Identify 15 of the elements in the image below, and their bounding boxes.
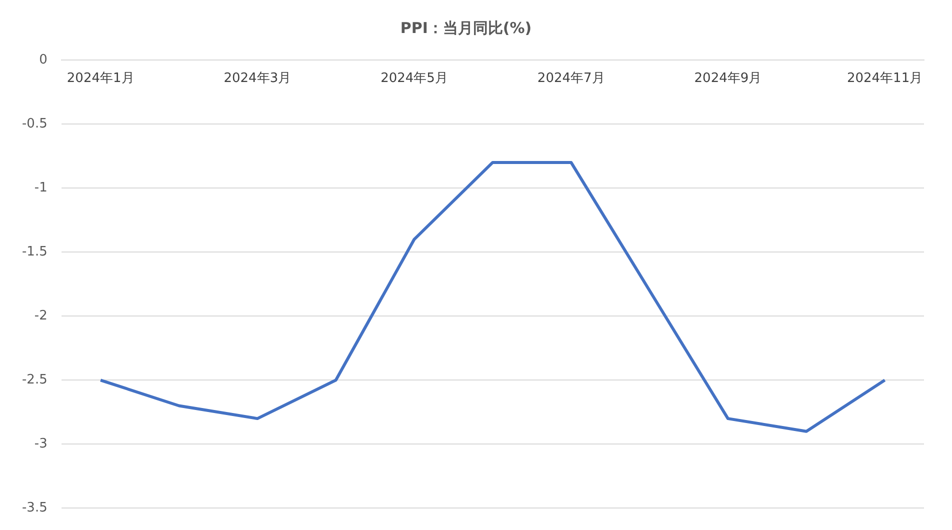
y-tick-label: -1	[34, 180, 48, 196]
y-tick-label: -2	[34, 308, 48, 324]
chart-title: PPI：当月同比(%)	[400, 18, 532, 37]
x-tick-label: 2024年3月	[224, 71, 292, 86]
x-tick-label: 2024年9月	[694, 71, 762, 86]
x-tick-label: 2024年5月	[380, 71, 448, 86]
y-tick-label: -2.5	[22, 372, 48, 388]
y-tick-label: -1.5	[22, 244, 48, 260]
y-tick-label: -3	[34, 436, 48, 452]
x-tick-label: 2024年1月	[66, 71, 134, 86]
x-tick-label: 2024年11月	[846, 71, 923, 86]
y-tick-label: 0	[39, 52, 48, 68]
y-tick-label: -0.5	[22, 116, 48, 132]
x-tick-label: 2024年7月	[537, 71, 605, 86]
y-tick-label: -3.5	[22, 500, 48, 516]
